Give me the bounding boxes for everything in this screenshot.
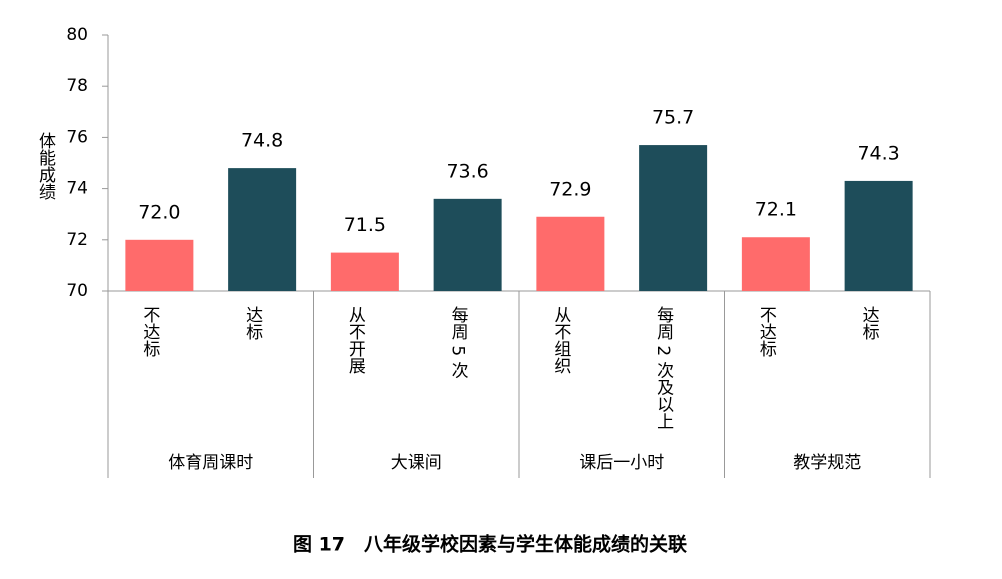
- value-label: 71.5: [344, 214, 386, 236]
- x-tick-label: 每周 5 次: [448, 306, 469, 379]
- bar: [844, 180, 913, 291]
- bar: [639, 145, 708, 291]
- chart-title: 图 17 八年级学校因素与学生体能成绩的关联: [293, 533, 687, 556]
- group-label: 课后一小时: [579, 453, 664, 473]
- y-tick-label: 80: [66, 25, 88, 45]
- x-tick-label: 从不组织: [550, 306, 571, 374]
- bar: [228, 168, 297, 291]
- group-label: 大课间: [391, 453, 442, 473]
- x-tick-label: 不达标: [139, 306, 160, 358]
- group-label: 教学规范: [793, 453, 861, 473]
- value-label: 73.6: [446, 160, 488, 182]
- y-tick-label: 70: [66, 281, 88, 301]
- x-tick-label: 达标: [859, 306, 880, 341]
- value-label: 72.1: [755, 199, 797, 221]
- x-tick-label: 达标: [242, 306, 263, 341]
- value-label: 72.0: [138, 201, 180, 223]
- y-tick-label: 74: [66, 179, 88, 199]
- y-tick-label: 76: [66, 127, 88, 147]
- value-label: 74.3: [857, 142, 899, 164]
- bar: [330, 252, 399, 291]
- bar: [433, 198, 502, 291]
- x-tick-label: 从不开展: [345, 306, 366, 374]
- bar: [536, 216, 605, 291]
- bar: [125, 239, 194, 291]
- group-label: 体育周课时: [168, 453, 253, 473]
- value-label: 72.9: [549, 178, 591, 200]
- x-tick-label: 每周 2 次及以上: [653, 306, 674, 430]
- bar: [741, 237, 810, 291]
- y-axis-title: 体能成绩: [35, 132, 56, 200]
- x-tick-label: 不达标: [756, 306, 777, 358]
- value-label: 75.7: [652, 107, 694, 129]
- y-tick-label: 78: [66, 76, 88, 96]
- y-tick-label: 72: [66, 230, 88, 250]
- value-label: 74.8: [241, 130, 283, 152]
